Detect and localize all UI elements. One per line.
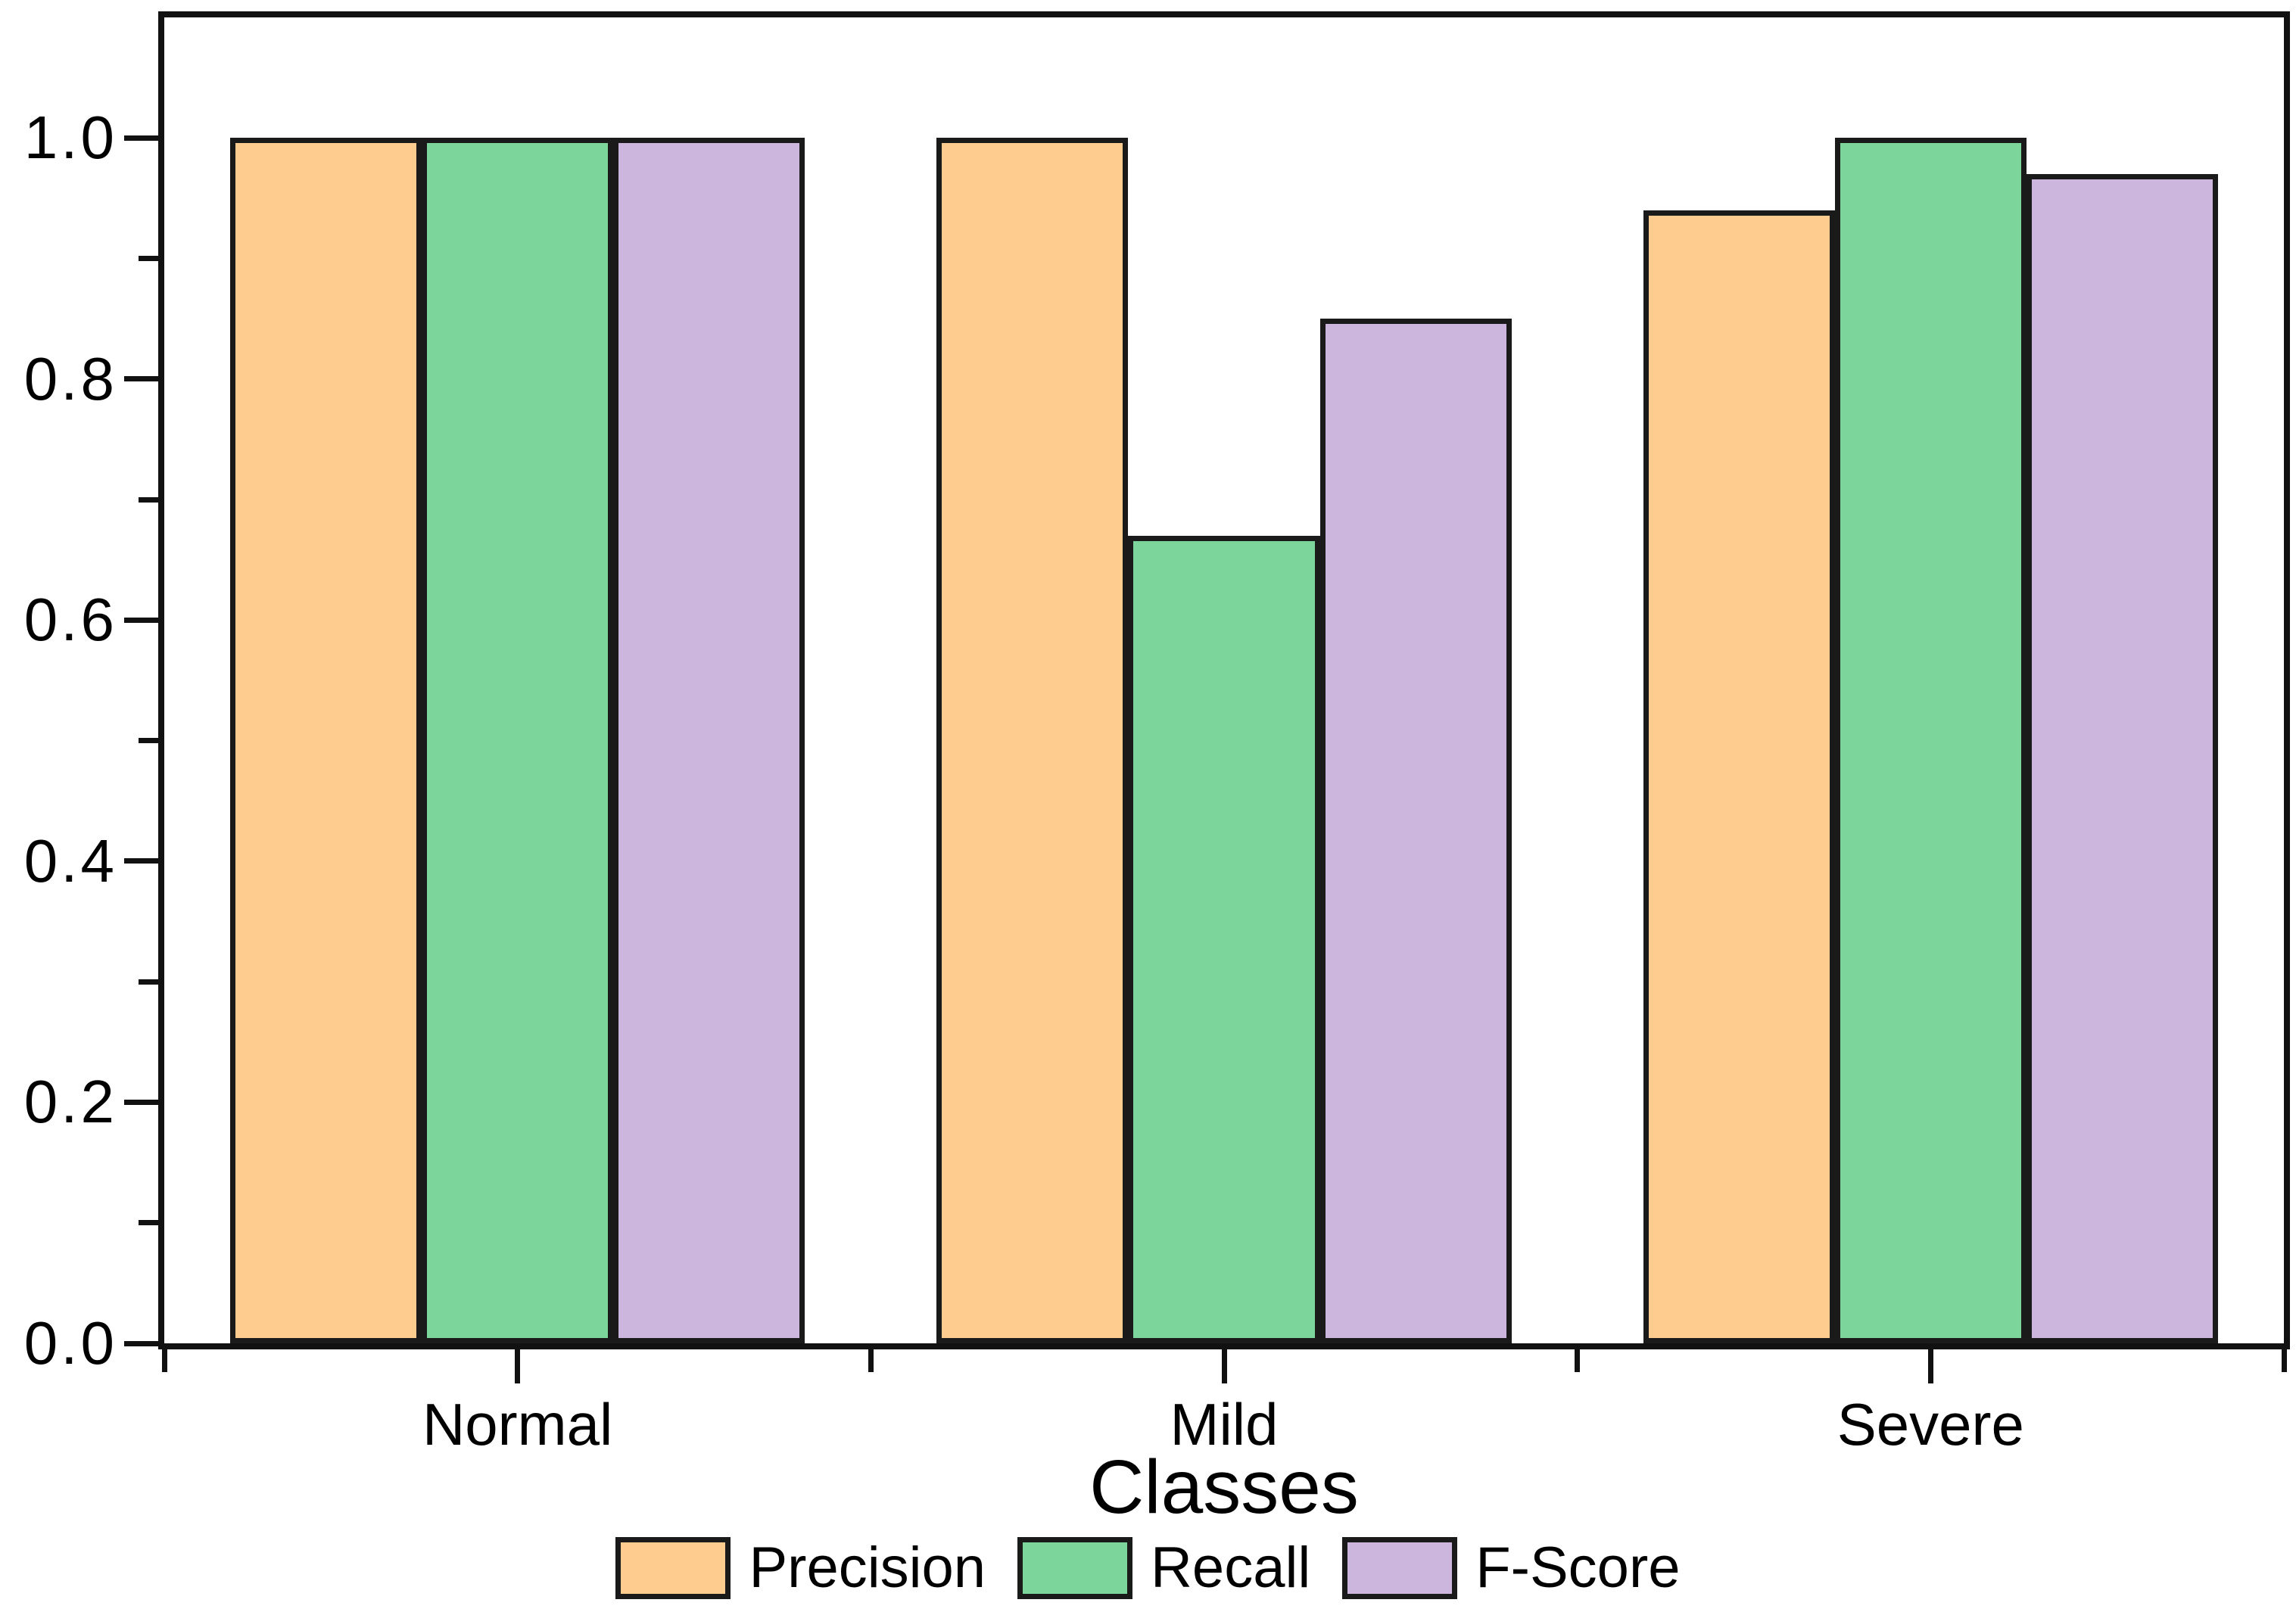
legend-swatch-precision [615, 1536, 731, 1599]
legend-item-f-score: F-Score [1342, 1535, 1681, 1601]
y-axis-minor-tick [139, 979, 158, 985]
legend-label: Recall [1151, 1536, 1311, 1600]
x-axis-major-tick [1927, 1349, 1933, 1383]
bar-precision-severe [1643, 210, 1835, 1343]
y-axis-major-tick [124, 1340, 158, 1346]
legend-label: F-Score [1475, 1536, 1681, 1600]
x-axis-minor-tick [1575, 1349, 1581, 1372]
plot-area: 0.0 0.2 0.4 0.6 0.8 1.0 Normal Mild Severe [24, 11, 2290, 1458]
x-axis-category-label: Normal [422, 1391, 613, 1458]
legend: Precision Recall F-Score [0, 1535, 2296, 1601]
y-axis-tick-label: 0.6 [23, 586, 117, 654]
bar-f-score-mild [1319, 319, 1512, 1343]
y-axis-minor-tick [139, 496, 158, 503]
y-axis-major-tick [124, 617, 158, 623]
y-axis-minor-tick [139, 1220, 158, 1226]
legend-item-precision: Precision [615, 1535, 986, 1601]
x-axis-title: Classes [1089, 1445, 1359, 1530]
bar-f-score-severe [2026, 174, 2218, 1343]
bar-f-score-normal [613, 138, 805, 1343]
y-axis-tick-label: 0.0 [23, 1309, 117, 1377]
x-axis-minor-tick [2281, 1349, 2287, 1372]
bar-recall-normal [422, 138, 614, 1343]
x-axis-major-tick [515, 1349, 521, 1383]
y-axis-major-tick [124, 135, 158, 141]
legend-label: Precision [749, 1536, 986, 1600]
y-axis-major-tick [124, 1099, 158, 1105]
y-axis-tick-label: 0.8 [23, 344, 117, 412]
legend-item-recall: Recall [1017, 1535, 1310, 1601]
legend-swatch-recall [1017, 1536, 1133, 1599]
x-axis-major-tick [1221, 1349, 1227, 1383]
y-axis-tick-label: 0.4 [23, 826, 117, 895]
y-axis-minor-tick [139, 738, 158, 744]
x-axis-minor-tick [161, 1349, 167, 1372]
x-axis-category-label: Severe [1836, 1391, 2024, 1458]
legend-swatch-f-score [1342, 1536, 1458, 1599]
bar-recall-mild [1128, 535, 1320, 1343]
bar-precision-normal [229, 138, 422, 1343]
y-axis-minor-tick [139, 256, 158, 262]
bar-precision-mild [936, 138, 1129, 1343]
x-axis-category-label: Mild [1170, 1391, 1279, 1458]
y-axis-major-tick [124, 376, 158, 382]
y-axis-major-tick [124, 858, 158, 864]
y-axis-tick-label: 1.0 [23, 104, 117, 172]
bar-recall-severe [1834, 138, 2027, 1343]
y-axis-tick-label: 0.2 [23, 1068, 117, 1136]
x-axis-minor-tick [868, 1349, 874, 1372]
